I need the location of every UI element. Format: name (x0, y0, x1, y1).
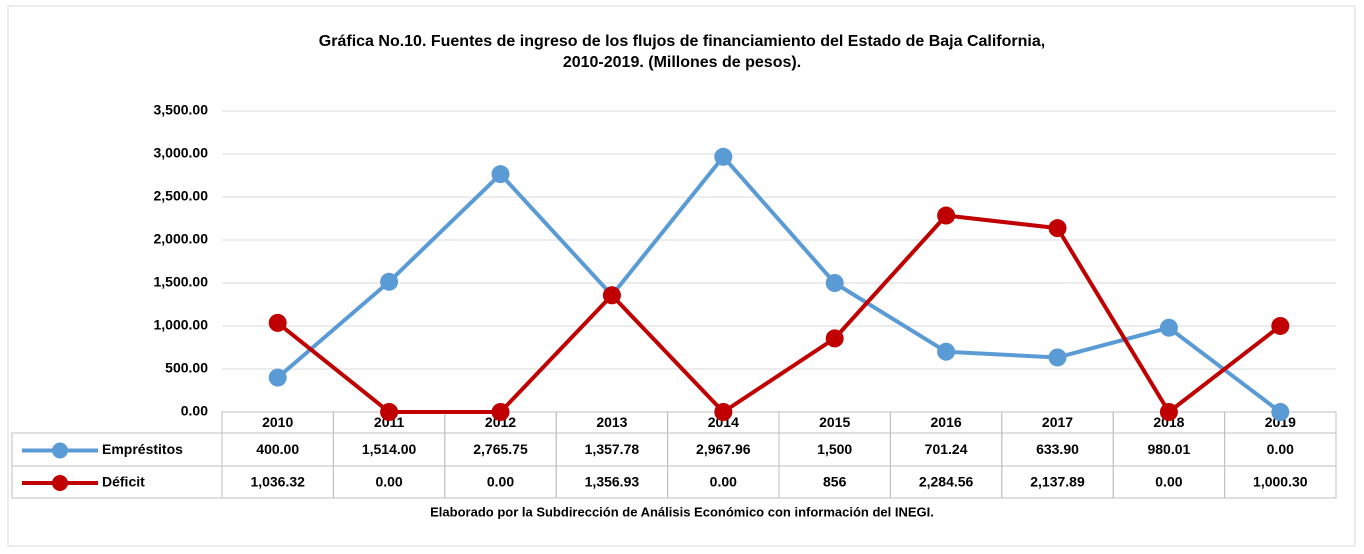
data-point (825, 329, 844, 348)
y-tick-label: 0.00 (181, 403, 208, 419)
table-value: 1,357.78 (585, 441, 640, 457)
table-value: 633.90 (1036, 441, 1079, 457)
legend-label: Déficit (102, 474, 145, 490)
y-tick-label: 2,000.00 (154, 231, 209, 247)
data-point (714, 403, 733, 421)
x-tick-label: 2011 (374, 414, 405, 430)
data-point (1271, 316, 1290, 335)
x-tick-label: 2016 (931, 414, 962, 430)
y-tick-label: 2,500.00 (154, 188, 209, 204)
table-value: 1,500 (817, 441, 852, 457)
data-point (602, 286, 621, 305)
y-tick-label: 1,500.00 (154, 274, 209, 290)
x-tick-label: 2015 (819, 414, 850, 430)
legend-label: Empréstitos (102, 441, 183, 457)
x-tick-label: 2012 (485, 414, 516, 430)
x-tick-label: 2018 (1153, 414, 1184, 430)
x-tick-label: 2010 (262, 414, 293, 430)
data-point (937, 342, 956, 361)
table-value: 1,036.32 (250, 474, 305, 490)
y-tick-label: 500.00 (165, 360, 208, 376)
data-point (825, 274, 844, 292)
table-value: 0.00 (710, 474, 737, 490)
chart-title: Gráfica No.10. Fuentes de ingreso de los… (319, 33, 1045, 50)
table-value: 0.00 (1267, 441, 1294, 457)
data-point (714, 147, 733, 166)
data-point (380, 272, 399, 291)
table-value: 2,137.89 (1030, 474, 1085, 490)
data-point (937, 206, 956, 225)
data-point (1159, 318, 1178, 337)
table-value: 0.00 (1155, 474, 1182, 490)
chart-title: 2010-2019. (Millones de pesos). (563, 54, 801, 71)
data-point (491, 403, 510, 421)
y-tick-label: 3,000.00 (154, 145, 209, 161)
legend-marker (52, 442, 68, 459)
chart-frame (7, 5, 1356, 547)
series-line (276, 213, 1282, 414)
x-tick-label: 2019 (1265, 414, 1296, 430)
table-value: 1,000.30 (1253, 474, 1308, 490)
x-tick-label: 2017 (1042, 414, 1073, 430)
data-point (268, 368, 287, 387)
data-point (1271, 403, 1290, 421)
x-tick-label: 2014 (708, 414, 739, 430)
y-tick-label: 3,500.00 (154, 102, 209, 118)
data-point (1048, 348, 1067, 367)
table-value: 1,356.93 (585, 474, 640, 490)
x-tick-label: 2013 (596, 414, 627, 430)
y-tick-label: 1,000.00 (154, 317, 209, 333)
table-value: 0.00 (487, 474, 514, 490)
data-point (491, 165, 510, 184)
data-point (380, 403, 399, 421)
table-value: 2,967.96 (696, 441, 751, 457)
data-point (1048, 219, 1067, 238)
table-cell (1224, 465, 1337, 499)
table-value: 2,284.56 (919, 474, 974, 490)
series-line (276, 154, 1282, 414)
source-note: Elaborado por la Subdirección de Análisi… (430, 504, 934, 519)
table-value: 856 (823, 474, 847, 490)
table-value: 2,765.75 (473, 441, 528, 457)
table-value: 0.00 (375, 474, 402, 490)
table-value: 980.01 (1147, 441, 1190, 457)
data-point (1159, 403, 1178, 421)
legend-marker (52, 475, 68, 491)
table-value: 400.00 (256, 441, 299, 457)
table-value: 701.24 (925, 441, 968, 457)
table-value: 1,514.00 (362, 441, 417, 457)
data-point (268, 313, 287, 332)
